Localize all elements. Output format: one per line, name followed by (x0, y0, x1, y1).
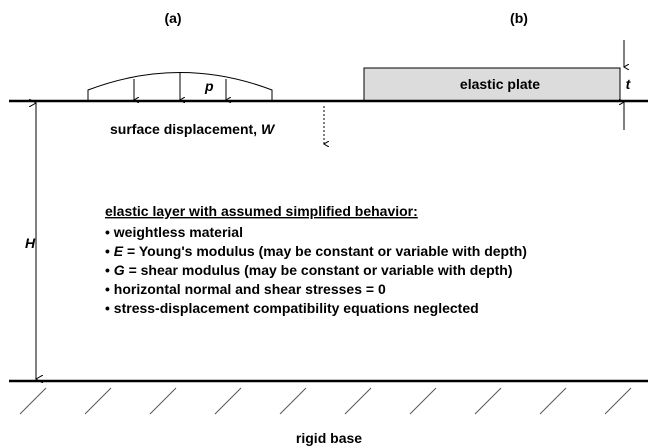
bullet-item: • G = shear modulus (may be constant or … (105, 262, 513, 278)
displacement-symbol: W (261, 121, 276, 137)
bullet-item: • horizontal normal and shear stresses =… (105, 281, 386, 297)
bullet-item: • weightless material (105, 224, 243, 240)
bullet-text: = shear modulus (may be constant or vari… (125, 262, 513, 278)
displacement-label: surface displacement, W (110, 121, 276, 137)
load-distribution (87, 72, 273, 102)
bullet-text: • horizontal normal and shear stresses =… (105, 281, 386, 297)
base-label: rigid base (296, 430, 362, 446)
bullet-text: • stress-displacement compatibility equa… (105, 300, 479, 316)
bullet-text: • (105, 262, 114, 278)
elastic-plate (363, 67, 621, 102)
bullet-text: = Young's modulus (may be constant or va… (123, 243, 527, 259)
bullet-text: • (105, 243, 114, 259)
bullet-item: • stress-displacement compatibility equa… (105, 300, 479, 316)
bullet-list: • weightless material • E = Young's modul… (105, 224, 527, 316)
panel-label: (a) (164, 10, 181, 26)
bullet-text: • weightless material (105, 224, 243, 240)
bullet-symbol: E (114, 243, 124, 259)
layer-thickness: H (25, 235, 36, 251)
bullet-item: • E = Young's modulus (may be constant o… (105, 243, 527, 259)
panel-label: (b) (510, 10, 528, 26)
bullet-symbol: G (114, 262, 125, 278)
plate-label: elastic plate (460, 76, 540, 92)
displacement-text: surface displacement, (110, 121, 261, 137)
layer-heading: elastic layer with assumed simplified be… (105, 203, 418, 219)
load-symbol: p (204, 78, 214, 94)
base-hatching (19, 387, 632, 415)
plate-thickness: t (626, 76, 632, 92)
